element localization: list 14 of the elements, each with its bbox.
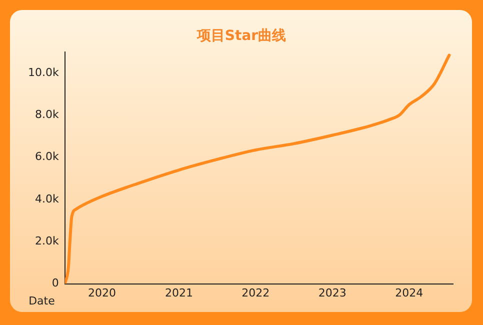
x-tick-label: 2024 <box>395 286 424 300</box>
x-tick-label: 2022 <box>242 286 270 300</box>
y-tick-label: 8.0k <box>34 108 60 122</box>
x-tick-label: 2020 <box>88 286 116 300</box>
y-tick-label: 0 <box>52 276 59 290</box>
x-tick-label: 2021 <box>164 286 193 300</box>
y-tick-label: 4.0k <box>34 192 60 206</box>
chart-title: 项目Star曲线 <box>196 27 288 45</box>
x-axis-title: Date <box>28 294 56 308</box>
y-tick-label: 6.0k <box>34 150 60 164</box>
y-tick-label: 2.0k <box>34 234 60 248</box>
line-series <box>64 54 451 284</box>
y-tick-label: 10.0k <box>28 66 60 79</box>
x-tick-label: 2023 <box>318 286 346 300</box>
